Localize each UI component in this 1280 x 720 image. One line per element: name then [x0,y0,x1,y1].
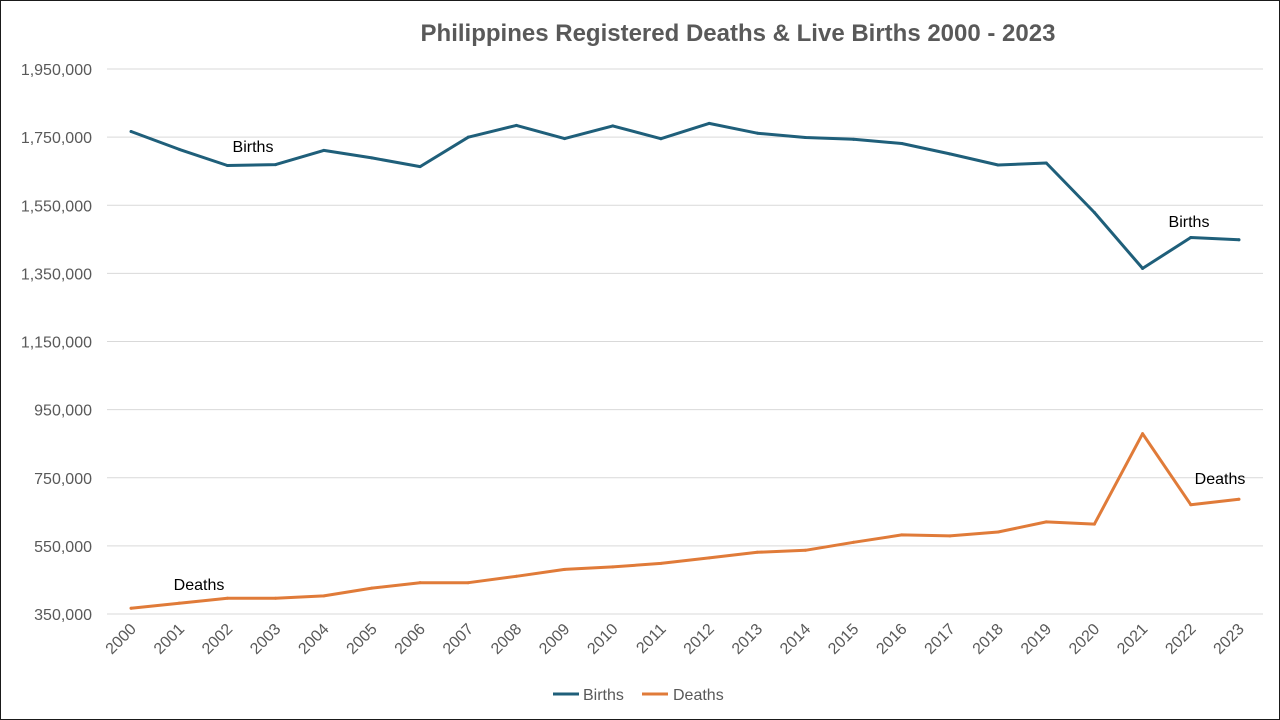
x-tick-label: 2022 [1162,621,1199,658]
annotation-births: Births [1169,214,1210,231]
y-tick-label: 550,000 [34,539,92,556]
annotations-group: Births Births Deaths Deaths [174,139,1246,594]
series-group [129,121,1241,610]
data-point-births [1141,266,1145,270]
x-tick-label: 2008 [488,621,525,658]
x-tick-label: 2004 [295,621,332,658]
x-tick-label: 2010 [584,621,621,658]
data-point-births [370,156,374,160]
data-point-deaths [755,550,759,554]
data-point-births [177,147,181,151]
data-point-deaths [322,594,326,598]
x-tick-label: 2014 [777,621,814,658]
gridlines [107,68,1263,615]
data-point-births [803,136,807,140]
data-point-deaths [948,534,952,538]
x-tick-label: 2016 [873,621,910,658]
y-tick-label: 1,950,000 [21,62,92,79]
x-tick-label: 2013 [729,621,766,658]
y-tick-label: 350,000 [34,607,92,624]
legend-label-deaths: Deaths [673,687,724,704]
data-point-deaths [225,596,229,600]
data-point-births [322,148,326,152]
annotation-deaths: Deaths [174,577,225,594]
data-point-deaths [514,574,518,578]
data-point-deaths [659,561,663,565]
annotation-births: Births [233,139,274,156]
data-point-births [996,163,1000,167]
data-point-deaths [370,586,374,590]
x-tick-label: 2021 [1114,621,1151,658]
series-line-births [129,121,1241,270]
data-point-births [1044,161,1048,165]
x-axis-ticks: 2000 2001 2002 2003 2004 2005 2006 2007 2008 2009… [103,621,1248,658]
y-axis-ticks: 1,950,000 1,750,000 1,550,000 1,350,000 1,15… [21,62,92,624]
data-point-deaths [611,565,615,569]
data-point-deaths [996,530,1000,534]
data-point-births [900,141,904,145]
data-point-births [707,121,711,125]
x-tick-label: 2019 [1018,621,1055,658]
y-tick-label: 750,000 [34,471,92,488]
legend: Births Deaths [553,687,724,704]
x-tick-label: 2003 [247,621,284,658]
x-tick-label: 2018 [970,621,1007,658]
data-point-births [466,135,470,139]
annotation-deaths: Deaths [1195,471,1246,488]
x-tick-label: 2015 [825,621,862,658]
data-point-deaths [418,581,422,585]
data-point-births [1189,235,1193,239]
x-tick-label: 2000 [103,621,140,658]
data-point-deaths [177,601,181,605]
x-tick-label: 2017 [922,621,959,658]
y-tick-label: 950,000 [34,403,92,420]
data-point-deaths [1044,520,1048,524]
data-point-births [225,163,229,167]
chart-title: Philippines Registered Deaths & Live Bir… [421,20,1056,47]
data-point-deaths [1092,522,1096,526]
series-line-deaths [129,432,1241,610]
x-tick-label: 2001 [151,621,188,658]
data-point-births [852,137,856,141]
data-point-deaths [1141,432,1145,436]
data-point-births [1092,211,1096,215]
data-point-births [755,131,759,135]
data-point-births [274,163,278,167]
data-point-deaths [129,606,133,610]
x-tick-label: 2007 [440,621,477,658]
y-tick-label: 1,350,000 [21,266,92,283]
data-point-births [563,137,567,141]
data-point-deaths [900,533,904,537]
data-point-deaths [707,556,711,560]
data-point-births [611,124,615,128]
x-tick-label: 2009 [536,621,573,658]
data-point-births [514,123,518,127]
x-tick-label: 2005 [344,621,381,658]
x-tick-label: 2011 [633,621,669,657]
x-tick-label: 2023 [1211,621,1248,658]
data-point-births [948,152,952,156]
data-point-births [129,130,133,134]
data-point-deaths [803,548,807,552]
data-point-deaths [1189,503,1193,507]
data-point-births [659,137,663,141]
y-tick-label: 1,550,000 [21,198,92,215]
x-tick-label: 2012 [681,621,718,658]
x-tick-label: 2006 [392,621,429,658]
data-point-births [418,165,422,169]
y-tick-label: 1,150,000 [21,335,92,352]
data-point-deaths [274,596,278,600]
data-point-births [1237,238,1241,242]
legend-label-births: Births [583,687,624,704]
data-point-deaths [466,581,470,585]
data-point-deaths [1237,497,1241,501]
x-tick-label: 2002 [199,621,236,658]
x-tick-label: 2020 [1066,621,1103,658]
y-tick-label: 1,750,000 [21,130,92,147]
data-point-deaths [563,567,567,571]
data-point-deaths [852,540,856,544]
